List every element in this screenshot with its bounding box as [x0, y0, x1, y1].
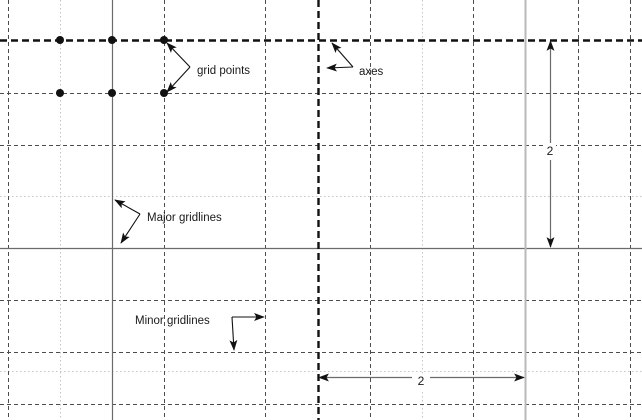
- annotation-leader-line: [120, 213, 141, 244]
- annotation-label: grid points: [197, 65, 250, 77]
- dimension-callouts-layer: 22: [318, 40, 556, 390]
- annotation-leader-line: [331, 42, 354, 68]
- grid-point: [56, 89, 64, 97]
- grid-point: [108, 89, 116, 97]
- annotation-label: axes: [359, 66, 384, 78]
- grid-point: [108, 36, 116, 44]
- dimension-label: 2: [547, 144, 554, 158]
- annotation-label: Major gridlines: [147, 212, 222, 224]
- annotation-leader-line: [326, 63, 354, 72]
- annotation-label: Minor gridlines: [135, 315, 210, 327]
- dimension-label-backdrop: [415, 374, 427, 390]
- grid-point: [160, 36, 168, 44]
- annotation-leader-line: [114, 199, 141, 215]
- dimension-label-backdrop: [544, 144, 556, 160]
- grid-points-layer: [56, 36, 168, 97]
- annotation-leader-line: [166, 42, 191, 68]
- dimension-label: 2: [418, 374, 425, 388]
- grid-point: [160, 89, 168, 97]
- annotation-leader-line: [229, 316, 238, 351]
- annotation-callouts-layer: grid points axes Major gridlines Minor grid…: [114, 42, 384, 351]
- grid-point: [56, 36, 64, 44]
- annotation-leader-line: [166, 66, 191, 93]
